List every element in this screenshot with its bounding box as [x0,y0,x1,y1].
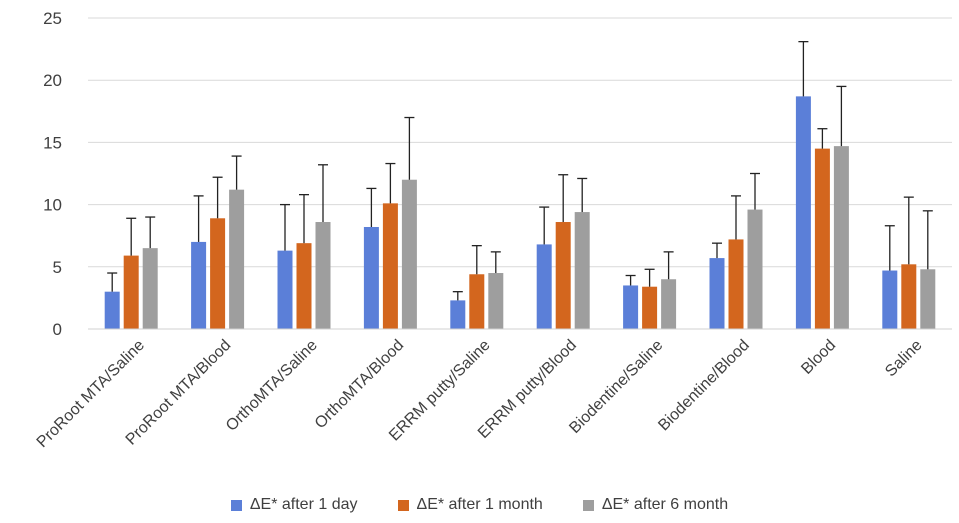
bar [469,274,485,329]
bars [104,96,936,329]
bar [642,286,658,329]
bar [882,270,898,329]
y-tick-label: 5 [53,258,62,277]
bar [555,222,571,329]
bar [123,255,139,329]
bar [574,212,590,329]
category-label: Blood [798,337,839,378]
bar [191,241,207,329]
legend-swatch-series-2 [397,499,409,511]
bar [382,203,398,329]
bar [920,269,936,329]
legend-swatch-series-1 [230,499,242,511]
legend-label-series-1: ΔE* after 1 day [249,496,358,513]
bar [623,285,639,329]
legend-label-series-3: ΔE* after 6 month [601,496,729,513]
bar [450,300,466,329]
legend-item-series-2: ΔE* after 1 month [397,496,543,514]
legend-item-series-1: ΔE* after 1 day [230,496,358,514]
y-tick-label: 25 [43,9,62,28]
category-label: OrthoMTA/Saline [223,337,321,435]
bar [277,250,293,329]
bar [536,244,552,329]
y-tick-label: 15 [43,133,62,152]
bar [488,273,504,329]
bar [747,209,763,329]
y-tick-label: 10 [43,196,62,215]
bar [901,264,917,329]
category-label: ERRM putty/Blood [475,337,580,442]
bar [728,239,744,329]
bar [661,279,677,329]
legend-swatch-series-3 [582,499,594,511]
bar [315,222,331,329]
bar [210,218,226,329]
bar [229,189,245,329]
bar [709,258,725,329]
legend-item-series-3: ΔE* after 6 month [582,496,729,514]
bar [795,96,811,329]
category-label: Saline [882,337,926,381]
category-label: OrthoMTA/Blood [312,337,407,432]
category-label: Biodentine/Saline [566,337,666,437]
y-tick-label: 20 [43,71,62,90]
y-tick-label: 0 [53,320,62,339]
category-label: Biodentine/Blood [655,337,753,435]
y-axis-ticks: 0 5 10 15 20 25 [43,9,62,339]
bar [296,243,312,329]
error-bars [107,40,933,301]
legend: ΔE* after 1 day ΔE* after 1 month ΔE* af… [0,496,959,514]
bar [401,179,417,329]
legend-label-series-2: ΔE* after 1 month [416,496,543,513]
bar [104,291,120,329]
bar [814,148,830,329]
bar [833,146,849,329]
bar [363,226,379,329]
bar [142,248,158,329]
